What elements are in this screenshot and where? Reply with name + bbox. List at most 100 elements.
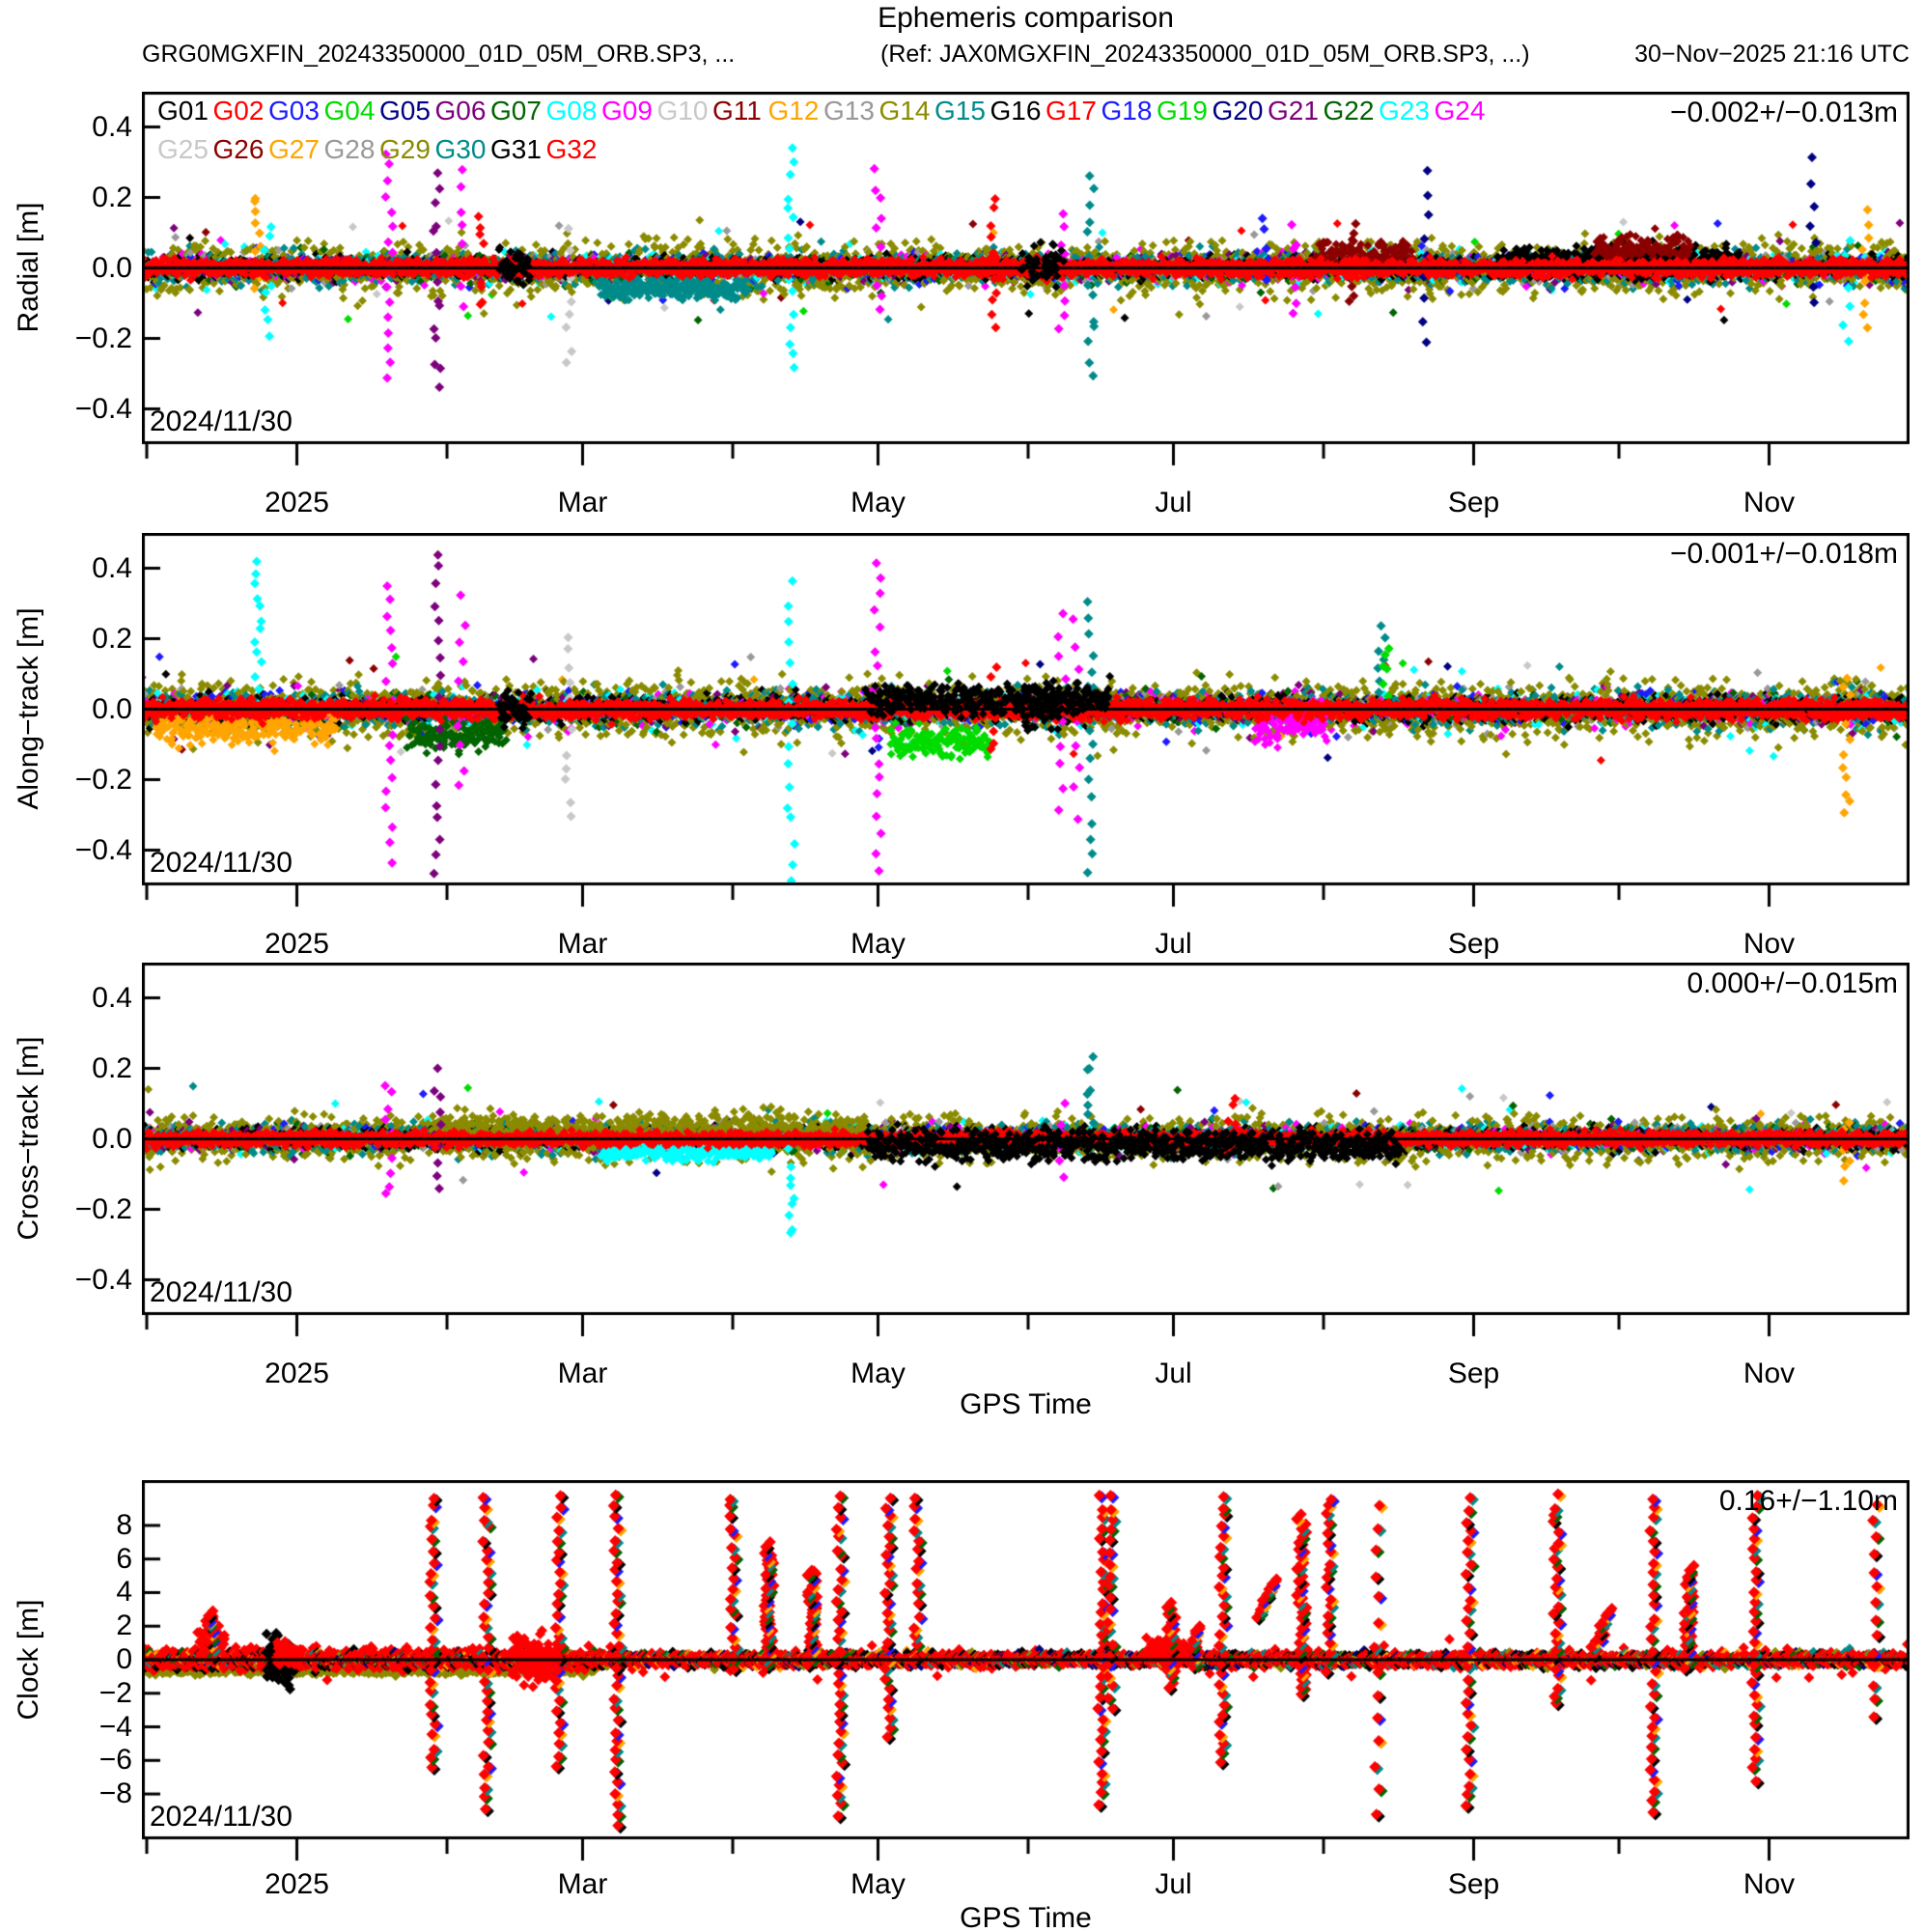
x-tick-label: May <box>850 928 906 960</box>
x-tick-label: 2025 <box>265 1358 329 1389</box>
clock-plot-canvas <box>142 1480 1910 1864</box>
panel-along-track: Along−track [m] −0.001+/−0.018m 2024/11/… <box>13 533 1910 960</box>
x-tick-label: 2025 <box>265 487 329 518</box>
y-tick-label: 0.2 <box>92 181 132 213</box>
y-tick-label: 2 <box>116 1610 132 1642</box>
legend-item-G13: G13 <box>823 96 875 126</box>
radial-plot-canvas <box>142 92 1910 469</box>
legend-item-G21: G21 <box>1268 96 1319 126</box>
x-tick-label: Sep <box>1447 1868 1500 1900</box>
x-tick-label: Jul <box>1155 1868 1192 1900</box>
reference-file-label: (Ref: JAX0MGXFIN_20243350000_01D_05M_ORB… <box>880 41 1530 68</box>
panel-clock: Clock [m] 0.16+/−1.10m 2024/11/30 GPS Ti… <box>13 1480 1910 1932</box>
solution-file-label: GRG0MGXFIN_20243350000_01D_05M_ORB.SP3, … <box>142 41 736 68</box>
x-tick-label: Mar <box>557 928 608 960</box>
radial-start-date-label: 2024/11/30 <box>150 406 293 437</box>
x-tick-label: May <box>850 1358 906 1389</box>
along-track-stat-label: −0.001+/−0.018m <box>1669 538 1898 570</box>
legend-item-G30: G30 <box>434 134 487 164</box>
y-tick-label: −2 <box>98 1676 132 1709</box>
legend-item-G08: G08 <box>545 96 598 126</box>
x-tick-label: May <box>850 487 906 518</box>
y-tick-label: −0.2 <box>74 322 132 354</box>
y-tick-label: 0.4 <box>92 981 132 1014</box>
gps-time-axis-label: GPS Time <box>960 1902 1092 1932</box>
y-tick-label: −0.4 <box>74 833 132 866</box>
legend-item-G26: G26 <box>212 134 265 164</box>
x-tick-label: Jul <box>1155 1358 1192 1389</box>
cross-track-start-date-label: 2024/11/30 <box>150 1276 293 1308</box>
x-tick-label: 2025 <box>265 928 329 960</box>
x-tick-label: Sep <box>1447 1358 1500 1389</box>
x-tick-label: Jul <box>1155 487 1192 518</box>
legend-item-G05: G05 <box>379 96 431 126</box>
panel-radial: Radial [m] −0.002+/−0.013m 2024/11/30 G0… <box>13 92 1910 518</box>
y-tick-label: 0.0 <box>92 1122 132 1155</box>
legend-item-G06: G06 <box>434 96 487 126</box>
x-tick-label: Jul <box>1155 928 1192 960</box>
along-track-plot-canvas <box>142 533 1910 910</box>
legend-item-G16: G16 <box>990 96 1042 126</box>
y-tick-label: −8 <box>98 1778 132 1810</box>
legend-item-G04: G04 <box>323 96 376 126</box>
legend-item-G11: G11 <box>712 96 762 126</box>
y-tick-label: −0.2 <box>74 763 132 796</box>
x-tick-label: Nov <box>1743 1358 1796 1389</box>
y-tick-label: −0.2 <box>74 1192 132 1225</box>
y-tick-label: 0.0 <box>92 251 132 284</box>
x-tick-label: Nov <box>1743 1868 1796 1900</box>
y-tick-label: −0.4 <box>74 392 132 425</box>
along-track-start-date-label: 2024/11/30 <box>150 847 293 879</box>
x-tick-label: Mar <box>557 1358 608 1389</box>
legend-item-G03: G03 <box>268 96 320 126</box>
y-tick-label: 6 <box>116 1542 132 1575</box>
legend-item-G25: G25 <box>157 134 209 164</box>
x-tick-label: Sep <box>1447 487 1500 518</box>
y-tick-label: 0 <box>116 1643 132 1675</box>
legend-item-G12: G12 <box>767 96 820 126</box>
legend-item-G28: G28 <box>323 134 376 164</box>
y-tick-label: 0.0 <box>92 692 132 725</box>
legend-item-G19: G19 <box>1157 96 1208 126</box>
y-tick-label: 0.2 <box>92 1051 132 1084</box>
cross-track-stat-label: 0.000+/−0.015m <box>1687 967 1898 999</box>
x-tick-label: Sep <box>1447 928 1500 960</box>
legend-item-G20: G20 <box>1212 96 1264 126</box>
panel-cross-track: Cross−track [m] 0.000+/−0.015m 2024/11/3… <box>13 963 1910 1420</box>
y-tick-label: 8 <box>116 1508 132 1541</box>
x-tick-label: 2025 <box>265 1868 329 1900</box>
radial-stat-label: −0.002+/−0.013m <box>1669 97 1898 128</box>
y-tick-label: 0.4 <box>92 110 132 143</box>
x-tick-label: Nov <box>1743 487 1796 518</box>
chart-title: Ephemeris comparison <box>878 2 1174 34</box>
legend-item-G18: G18 <box>1101 96 1153 126</box>
timestamp-label: 30−Nov−2025 21:16 UTC <box>1634 41 1910 68</box>
legend-item-G31: G31 <box>490 134 542 164</box>
y-tick-label: 0.2 <box>92 622 132 655</box>
legend-item-G14: G14 <box>878 96 931 126</box>
legend-item-G02: G02 <box>212 96 265 126</box>
legend-item-G32: G32 <box>545 134 598 164</box>
x-tick-label: May <box>850 1868 906 1900</box>
legend-item-G07: G07 <box>490 96 542 126</box>
legend-item-G27: G27 <box>268 134 320 164</box>
legend-item-G01: G01 <box>157 96 209 126</box>
legend-item-G15: G15 <box>934 96 986 126</box>
y-tick-label: 0.4 <box>92 551 132 584</box>
legend-item-G22: G22 <box>1323 96 1375 126</box>
x-tick-label: Mar <box>557 1868 608 1900</box>
x-tick-label: Mar <box>557 487 608 518</box>
legend-item-G24: G24 <box>1434 96 1486 126</box>
legend-item-G29: G29 <box>379 134 431 164</box>
y-tick-label: −6 <box>98 1744 132 1777</box>
legend-item-G17: G17 <box>1046 96 1097 126</box>
gps-time-axis-label: GPS Time <box>960 1388 1092 1420</box>
y-tick-label: −4 <box>98 1710 132 1743</box>
legend-item-G10: G10 <box>656 96 709 126</box>
legend-item-G23: G23 <box>1379 96 1430 126</box>
clock-start-date-label: 2024/11/30 <box>150 1801 293 1833</box>
y-tick-label: 4 <box>116 1576 132 1609</box>
cross-track-plot-canvas <box>142 963 1910 1340</box>
x-tick-label: Nov <box>1743 928 1796 960</box>
